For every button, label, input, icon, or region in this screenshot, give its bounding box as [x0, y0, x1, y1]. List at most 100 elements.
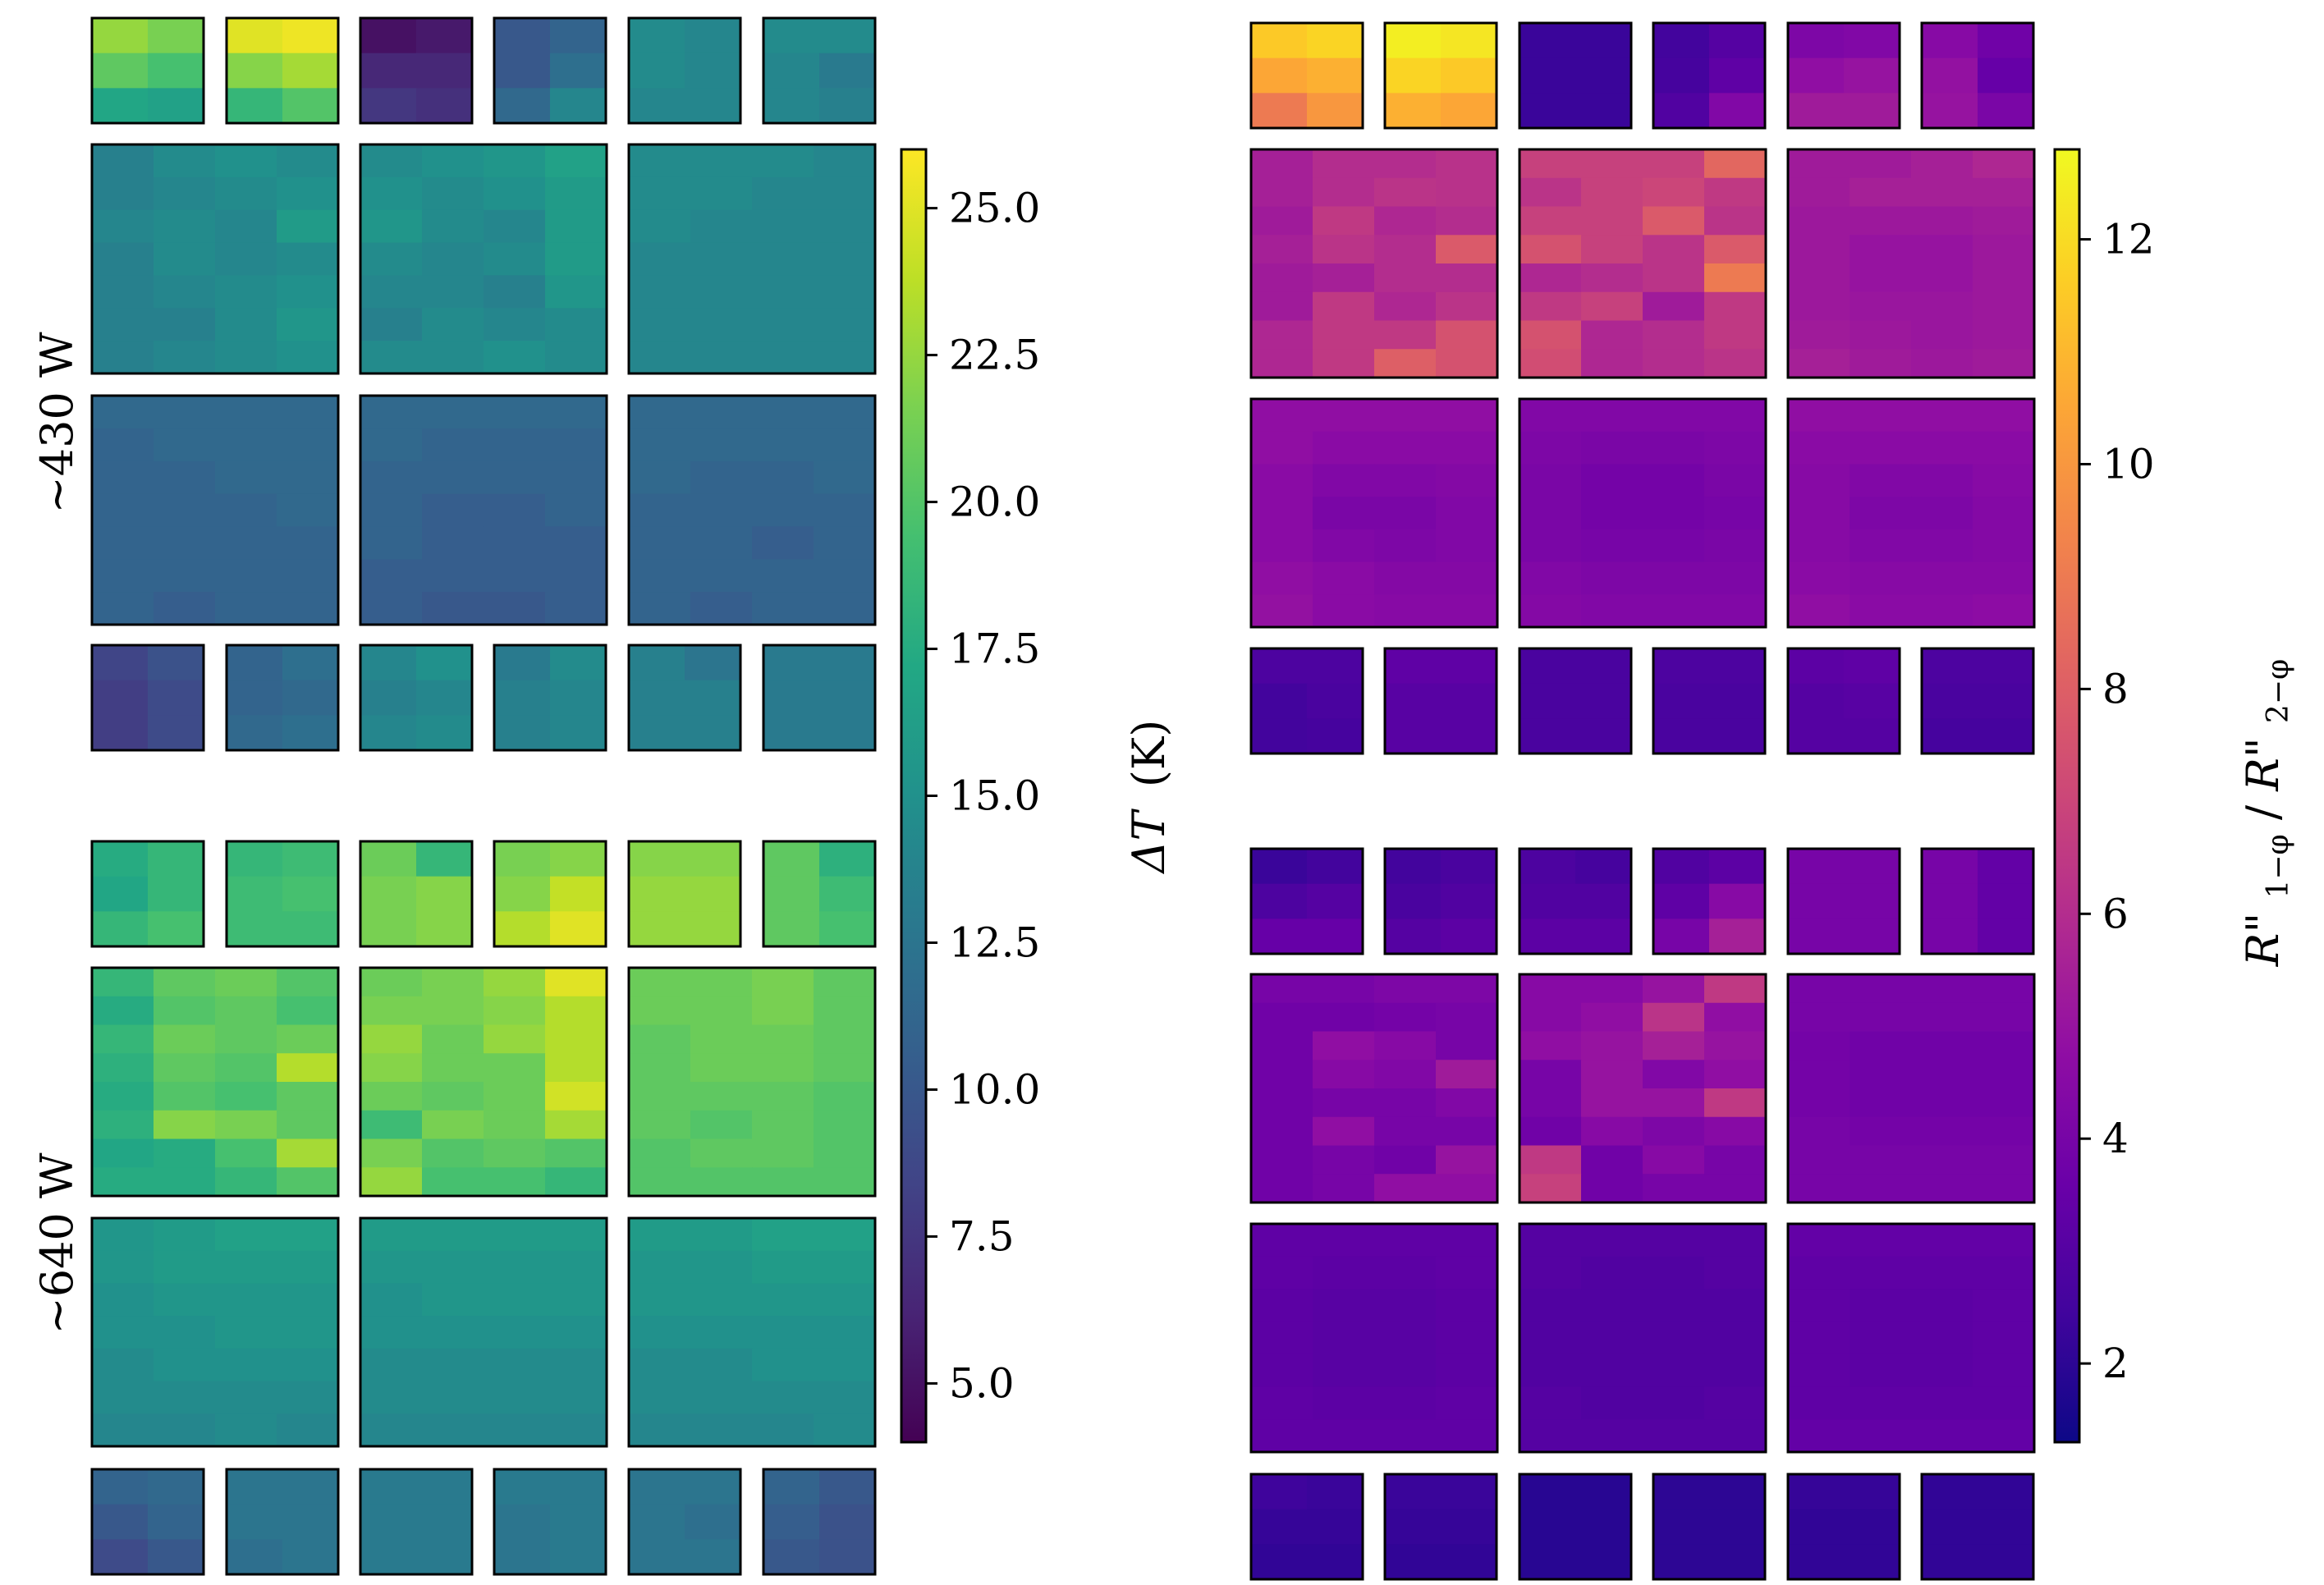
heatmap-cell [92, 715, 149, 751]
heatmap-cell [494, 911, 551, 947]
heatmap-cell [690, 1024, 753, 1054]
heatmap-cell [148, 18, 204, 54]
heatmap-cell [1911, 1002, 1973, 1033]
heatmap-cell [752, 493, 814, 528]
heatmap-cell [1251, 1256, 1313, 1290]
heatmap-cell [154, 209, 216, 244]
heatmap-cell [1643, 349, 1705, 378]
heatmap-cell [1436, 594, 1498, 628]
heatmap-cell [1643, 1031, 1705, 1060]
heatmap-cell [814, 1024, 876, 1054]
heatmap-cell [92, 1469, 149, 1505]
heatmap-cell [277, 1082, 339, 1111]
heatmap-cell [484, 1053, 546, 1083]
heatmap-cell [154, 1110, 216, 1140]
heatmap-cell [550, 18, 607, 54]
box-border [90, 1468, 205, 1576]
heatmap-cell [763, 18, 820, 54]
heatmap-cell [154, 493, 216, 528]
heatmap-cell [1575, 849, 1632, 885]
heatmap-cell [1374, 206, 1437, 236]
heatmap-cell [1973, 206, 2035, 236]
heatmap-cell [690, 1316, 753, 1349]
heatmap-cell [1581, 1354, 1643, 1388]
heatmap-cell [685, 911, 741, 947]
heatmap-cell [1436, 1145, 1498, 1175]
heatmap-cell [1653, 1509, 1710, 1545]
box-border [1518, 973, 1767, 1204]
heatmap-cell [1911, 1145, 1973, 1175]
heatmap-cell [752, 1167, 814, 1197]
heatmap-cell [215, 275, 277, 309]
heatmap-cell [550, 53, 607, 89]
heatmap-cell [629, 592, 691, 625]
deltat-colorbar-tick-label: 12.5 [949, 918, 1040, 966]
box-border [90, 394, 340, 626]
heatmap-cell [1374, 431, 1437, 465]
heatmap-cell [1643, 1256, 1705, 1290]
box-border [627, 1216, 877, 1448]
heatmap-cell [550, 645, 607, 681]
heatmap-cell [1575, 883, 1632, 919]
heatmap-cell [1922, 648, 1978, 685]
heatmap-cell [1441, 1509, 1497, 1545]
heatmap-cell [154, 1053, 216, 1083]
heatmap-cell [1643, 206, 1705, 236]
box-border [90, 644, 205, 752]
heatmap-cell [1643, 1322, 1705, 1355]
heatmap-cell [1307, 918, 1364, 955]
heatmap-cell [1704, 1002, 1767, 1033]
heatmap-cell [154, 996, 216, 1026]
heatmap-cell [814, 1250, 876, 1285]
heatmap-cell [629, 396, 691, 429]
heatmap-cell [92, 144, 154, 178]
box-border [1249, 148, 1499, 379]
heatmap-cell [550, 1504, 607, 1540]
heatmap-cell [1973, 235, 2035, 264]
heatmap-cell [92, 308, 154, 341]
heatmap-cell [1850, 349, 1912, 378]
heatmap-cell [1436, 561, 1498, 595]
heatmap-cell [282, 715, 339, 751]
heatmap-cell [1788, 1419, 1850, 1453]
heatmap-cell [1251, 1145, 1313, 1175]
heatmap-cell [227, 911, 283, 947]
heatmap-cell [360, 88, 417, 124]
box-border [627, 16, 742, 125]
box-border [225, 16, 340, 125]
heatmap-cell [629, 1539, 685, 1575]
heatmap-cell [1385, 883, 1442, 919]
heatmap-cell [814, 144, 876, 178]
heatmap-cell [1374, 464, 1437, 497]
heatmap-cell [227, 1504, 283, 1540]
deltat-colorbar-tick-label: 25.0 [949, 185, 1040, 232]
heatmap-cell [1251, 1002, 1313, 1033]
heatmap-cell [1436, 235, 1498, 264]
heatmap-cell [1653, 23, 1710, 59]
heatmap-cell [360, 645, 417, 681]
heatmap-cell [814, 1283, 876, 1317]
heatmap-cell [690, 526, 753, 560]
heatmap-cell [494, 1539, 551, 1575]
heatmap-cell [1520, 149, 1582, 179]
heatmap-cell [629, 242, 691, 277]
heatmap-cell [1436, 1224, 1498, 1257]
heatmap-cell [752, 1316, 814, 1349]
heatmap-cell [215, 1024, 277, 1054]
heatmap-cell [1436, 206, 1498, 236]
heatmap-cell [1911, 561, 1973, 595]
heatmap-cell [484, 1381, 546, 1414]
heatmap-cell [690, 559, 753, 593]
heatmap-cell [763, 1539, 820, 1575]
heatmap-cell [690, 275, 753, 309]
heatmap-cell [1973, 1116, 2035, 1147]
heatmap-cell [1374, 320, 1437, 350]
heatmap-cell [1788, 918, 1845, 955]
heatmap-cell [92, 209, 154, 244]
heatmap-cell [1911, 206, 1973, 236]
heatmap-cell [1313, 1354, 1375, 1388]
heatmap-cell [629, 1413, 691, 1447]
box-border [225, 840, 340, 948]
heatmap-cell [1251, 683, 1308, 719]
heatmap-cell [277, 176, 339, 211]
